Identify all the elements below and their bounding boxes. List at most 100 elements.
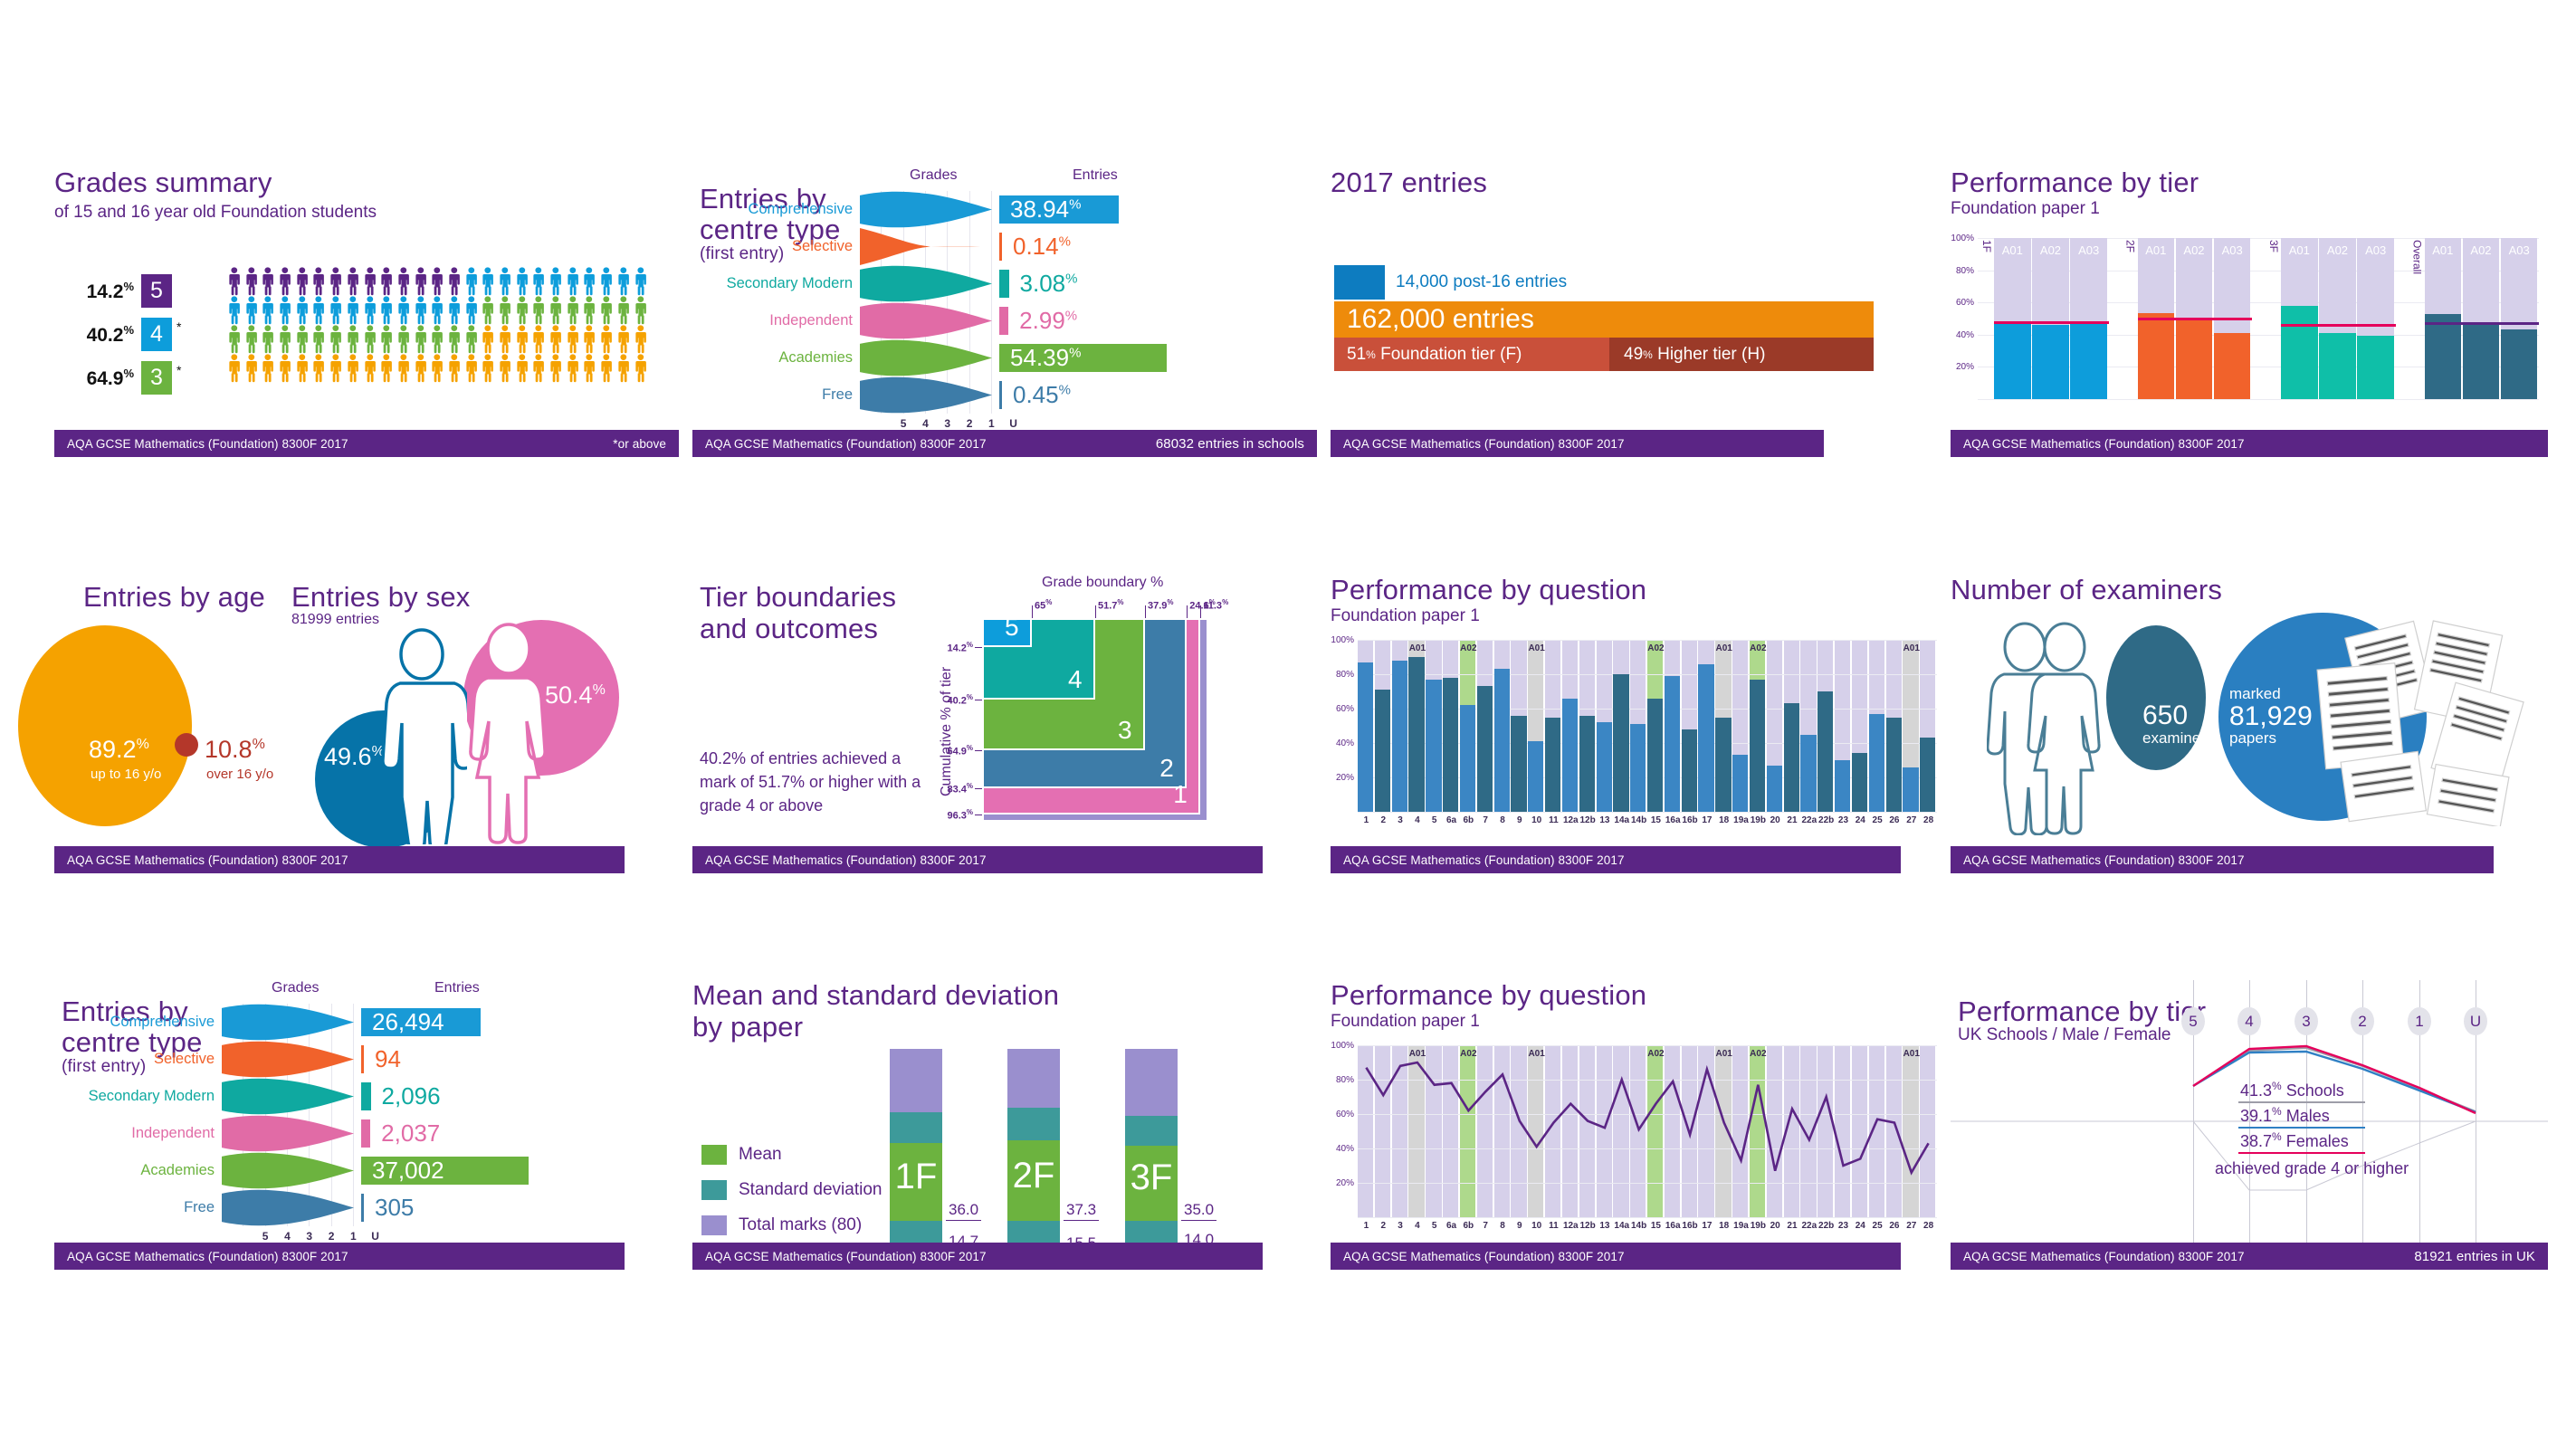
ao-band-label: A01 bbox=[1903, 1049, 1920, 1059]
tier-grade-number: 3 bbox=[1118, 716, 1132, 745]
person-icon bbox=[378, 325, 395, 354]
gridline bbox=[1358, 1148, 1937, 1149]
centre-type-row: Independent 2.99% bbox=[692, 302, 1379, 339]
person-icon bbox=[364, 354, 376, 383]
centre-type-row: Academies 37,002 bbox=[54, 1152, 741, 1189]
question-axis-tick: 14a bbox=[1614, 1221, 1630, 1231]
legend-label: Total marks (80) bbox=[739, 1215, 863, 1234]
panel-performance-by-question-bars: Performance by question Foundation paper… bbox=[1331, 574, 1955, 873]
header-entries: Entries bbox=[1073, 167, 1118, 183]
entries-bar bbox=[361, 1194, 364, 1222]
y-axis-tick: 40% bbox=[1335, 738, 1354, 748]
person-icon bbox=[310, 354, 327, 383]
person-icon bbox=[634, 267, 646, 296]
person-icon bbox=[415, 354, 426, 383]
question-axis-tick: 6a bbox=[1445, 1221, 1457, 1231]
grade-distribution-violin bbox=[222, 1189, 354, 1226]
question-axis-tick: 27 bbox=[1906, 815, 1917, 825]
y-axis-tick-mark bbox=[975, 787, 982, 789]
person-icon bbox=[497, 354, 513, 383]
centre-type-row: Comprehensive 38.94% bbox=[692, 191, 1379, 228]
person-icon bbox=[480, 296, 496, 325]
foundation-pct: 51 bbox=[1347, 344, 1367, 364]
tier-bar bbox=[1994, 324, 2031, 399]
person-icon bbox=[226, 267, 243, 296]
person-icon bbox=[533, 267, 545, 296]
person-icon bbox=[313, 267, 325, 296]
person-icon bbox=[297, 354, 308, 383]
person-icon bbox=[328, 267, 344, 296]
grade-box: 3 bbox=[141, 361, 172, 395]
panel-subtitle: UK Schools / Male / Female bbox=[1958, 1025, 2171, 1044]
x-axis-tick: 65% bbox=[1035, 598, 1053, 612]
age-over-16-circle bbox=[175, 733, 198, 757]
centre-type-row: Free 0.45% bbox=[692, 376, 1379, 414]
person-icon bbox=[530, 296, 547, 325]
footer-source: AQA GCSE Mathematics (Foundation) 8300F … bbox=[67, 853, 348, 867]
question-axis-tick: 1 bbox=[1363, 815, 1369, 825]
footer-source: AQA GCSE Mathematics (Foundation) 8300F … bbox=[1963, 853, 2245, 867]
examiners-count: 650 bbox=[2142, 700, 2189, 730]
footer-source: AQA GCSE Mathematics (Foundation) 8300F … bbox=[1343, 436, 1625, 451]
question-band bbox=[1749, 1045, 1766, 1217]
person-icon bbox=[465, 325, 477, 354]
grade-distribution-violin bbox=[222, 1041, 354, 1078]
entries-value: 26,494 bbox=[372, 1008, 444, 1035]
tier-bar bbox=[2213, 333, 2251, 399]
panel-2017-entries: 2017 entries 14,000 post-16 entries 162,… bbox=[1331, 167, 1955, 457]
grade-axis-tick: 4 bbox=[284, 1230, 291, 1243]
question-bar bbox=[1511, 715, 1527, 812]
ao-label: A01 bbox=[2145, 243, 2167, 257]
ao-band-label: A01 bbox=[1408, 1049, 1426, 1059]
question-bar bbox=[1835, 760, 1851, 812]
ao-band-label: A02 bbox=[1460, 643, 1477, 653]
examiners-circle bbox=[2106, 625, 2206, 770]
person-icon bbox=[262, 354, 274, 383]
person-icon bbox=[246, 354, 257, 383]
page-title: Grades summary bbox=[54, 167, 272, 198]
age-right-pct: 10.8% bbox=[205, 736, 265, 763]
entries-bar bbox=[999, 344, 1167, 372]
y-axis-tick: 40% bbox=[1335, 1144, 1354, 1154]
entries-value: 3.08% bbox=[1019, 270, 1078, 297]
question-axis-tick: 23 bbox=[1837, 1221, 1849, 1231]
grade-pct: 14.2% bbox=[86, 279, 134, 302]
person-icon bbox=[634, 296, 646, 325]
violin-shape bbox=[222, 1004, 354, 1041]
centre-type-row: Secondary Modern 3.08% bbox=[692, 265, 1379, 302]
person-icon bbox=[517, 354, 528, 383]
ao-label: A01 bbox=[2288, 243, 2310, 257]
panel-performance-by-tier: Performance by tier Foundation paper 1 1… bbox=[1951, 167, 2548, 457]
question-bar bbox=[1851, 753, 1868, 812]
question-axis-tick: 15 bbox=[1650, 1221, 1661, 1231]
question-axis-tick: 1 bbox=[1363, 1221, 1369, 1231]
sd-seg-top bbox=[1125, 1115, 1178, 1146]
person-icon bbox=[533, 325, 545, 354]
total-entries-label: 162,000 entries bbox=[1347, 304, 1534, 334]
age-up-to-16-circle bbox=[18, 625, 192, 826]
legend-row: Mean bbox=[701, 1137, 882, 1172]
female-figure-icon bbox=[469, 623, 547, 844]
paper-stack: 1F bbox=[890, 1049, 942, 1253]
x-axis-tick-mark bbox=[1145, 605, 1146, 620]
tier-grade-number: 1 bbox=[1173, 779, 1188, 808]
grade-marker: 2 bbox=[2351, 1007, 2374, 1035]
person-icon bbox=[348, 325, 358, 354]
panel-title: Mean and standard deviation by paper bbox=[692, 979, 1317, 1043]
person-icon bbox=[260, 296, 276, 325]
person-icon bbox=[449, 354, 460, 383]
grade-distribution-violin bbox=[860, 376, 992, 414]
person-icon bbox=[530, 325, 547, 354]
mean-seg: 3F bbox=[1125, 1145, 1178, 1221]
question-axis-tick: 3 bbox=[1398, 815, 1403, 825]
entries-bar-zone: 0.14% bbox=[999, 228, 1379, 265]
question-axis: 1 2 3 4 5 6a 6b 7 8 9 10 11 12a 12b 13 14a 14b 15 16a 16b 17… bbox=[1358, 815, 1937, 830]
panel-title: Performance by question bbox=[1331, 979, 1647, 1011]
person-icon bbox=[615, 296, 632, 325]
person-icon bbox=[229, 296, 240, 325]
person-icon bbox=[348, 267, 358, 296]
tier-gridline bbox=[2306, 980, 2307, 1243]
question-axis-tick: 22a bbox=[1801, 1221, 1818, 1231]
violin-shape bbox=[222, 1041, 354, 1078]
ao-band-label: A01 bbox=[1903, 643, 1920, 653]
